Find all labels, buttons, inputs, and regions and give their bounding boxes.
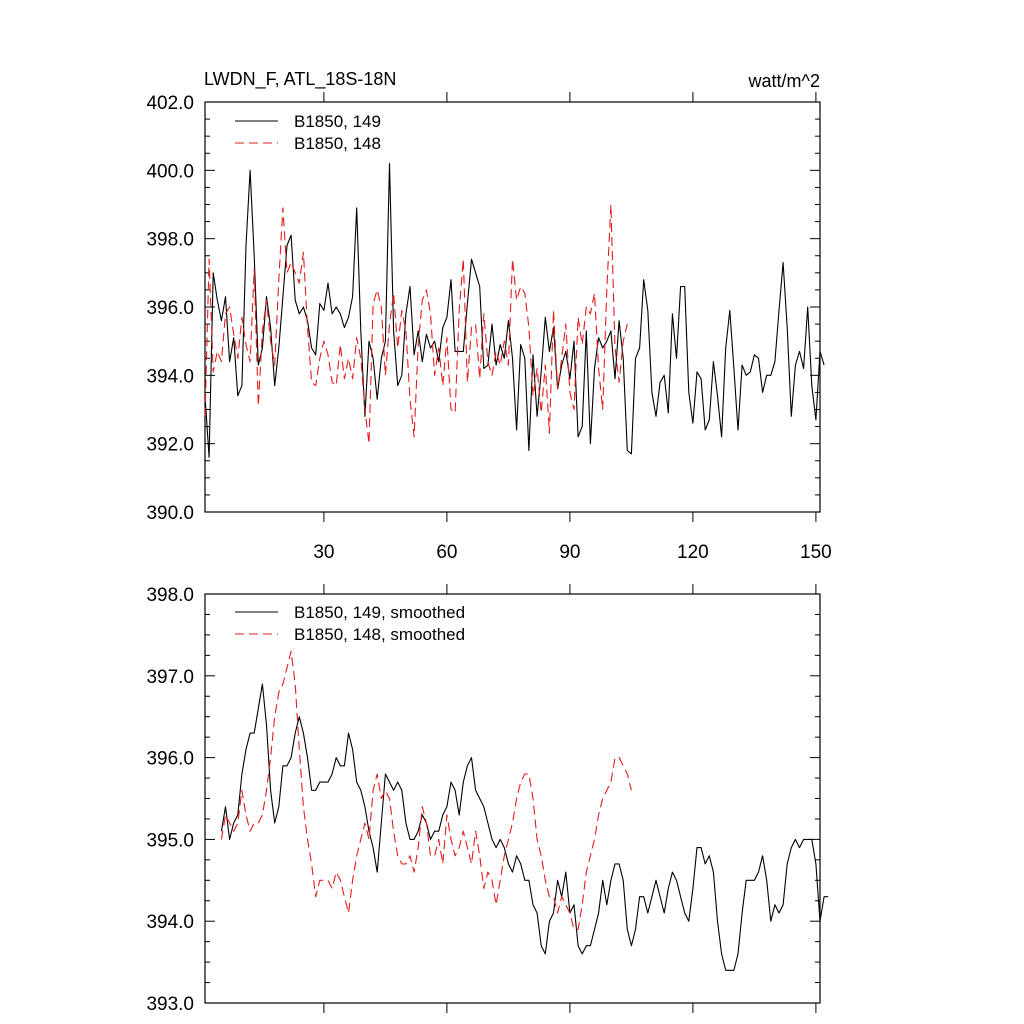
legend: B1850, 149, smoothed B1850, 148, smoothe… xyxy=(235,603,465,644)
x-tick-label: 120 xyxy=(677,542,709,563)
legend-label-series-0: B1850, 149, smoothed xyxy=(294,603,465,622)
series-line-1 xyxy=(204,203,628,445)
series-line-1 xyxy=(220,650,632,930)
legend: B1850, 149 B1850, 148 xyxy=(235,112,381,153)
panel-top: LWDN_F, ATL_18S-18N watt/m^2 390.0392.03… xyxy=(146,69,831,563)
series-line-0 xyxy=(220,683,829,971)
y-tick-label: 392.0 xyxy=(146,435,194,456)
y-tick-label: 390.0 xyxy=(146,503,194,524)
x-tick-label: 30 xyxy=(313,542,334,563)
y-tick-label: 394.0 xyxy=(146,912,194,933)
y-tick-label: 402.0 xyxy=(146,93,194,114)
axis-ticks: 393.0 394.0 395.0 396.0 397.0 398.0 xyxy=(146,584,820,1015)
legend-label-series-1: B1850, 148 xyxy=(294,134,381,153)
y-tick-label: 398.0 xyxy=(146,230,194,251)
plot-frame xyxy=(204,593,821,1004)
y-tick-label: 397.0 xyxy=(146,667,194,688)
x-tick-label: 90 xyxy=(559,542,580,563)
legend-label-series-0: B1850, 149 xyxy=(294,112,381,131)
x-tick-label: 150 xyxy=(800,542,832,563)
y-tick-label: 394.0 xyxy=(146,366,194,387)
series-layer xyxy=(204,162,825,458)
series-layer xyxy=(220,650,829,971)
units-label: watt/m^2 xyxy=(748,71,820,91)
y-tick-label: 395.0 xyxy=(146,830,194,851)
y-tick-label: 396.0 xyxy=(146,749,194,770)
panel-bottom: 393.0 394.0 395.0 396.0 397.0 398.0 B1850, 14… xyxy=(146,584,829,1015)
x-tick-label: 60 xyxy=(436,542,457,563)
y-tick-label: 393.0 xyxy=(146,994,194,1015)
axis-ticks: 390.0 392.0 394.0 396.0 398.0 400.0 402.0 30 60 9… xyxy=(146,92,832,563)
y-tick-label: 400.0 xyxy=(146,161,194,182)
legend-label-series-1: B1850, 148, smoothed xyxy=(294,625,465,644)
series-line-0 xyxy=(204,162,825,458)
y-tick-label: 398.0 xyxy=(146,585,194,606)
chart-title: LWDN_F, ATL_18S-18N xyxy=(204,69,396,90)
y-tick-label: 396.0 xyxy=(146,298,194,319)
